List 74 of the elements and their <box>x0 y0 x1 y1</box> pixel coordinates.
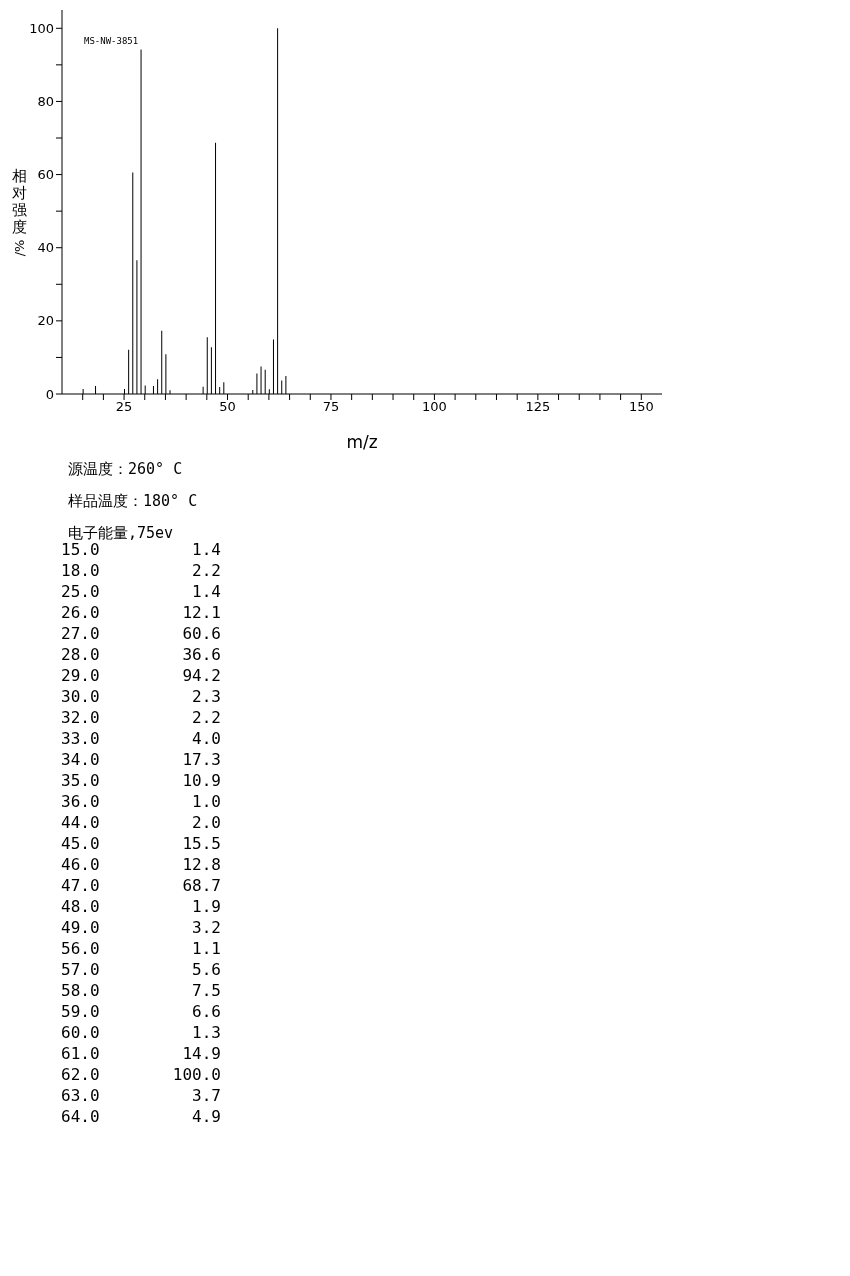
text: 5.6 <box>192 960 221 979</box>
text: 94.2 <box>182 666 221 685</box>
category-label: 63.0 <box>61 1086 101 1107</box>
text: 6.6 <box>192 1002 221 1021</box>
category-label: 25.0 <box>61 582 101 603</box>
text: 2.2 <box>192 561 221 580</box>
text: 36.6 <box>182 645 221 664</box>
text: 2.3 <box>192 687 221 706</box>
text: 68.7 <box>182 876 221 895</box>
x-tick-label: 125 <box>525 399 551 415</box>
text: 1.1 <box>192 939 221 958</box>
text: 12.8 <box>182 855 221 874</box>
annotation: MS-NW-3851 <box>84 36 139 46</box>
category-label: 59.0 <box>61 1002 101 1023</box>
text: 60.6 <box>182 624 221 643</box>
y-tick-label: 80 <box>37 94 54 110</box>
y-tick-label: 20 <box>37 313 54 329</box>
text: 15.5 <box>182 834 221 853</box>
category-label: 34.0 <box>61 750 101 771</box>
category-label: 45.0 <box>61 834 101 855</box>
text: 4.0 <box>192 729 221 748</box>
category-label: 30.0 <box>61 687 101 708</box>
y-axis-title: 相对强度/% <box>10 167 28 257</box>
category-label: 60.0 <box>61 1023 101 1044</box>
category-label: 32.0 <box>61 708 101 729</box>
category-label: 44.0 <box>61 813 101 834</box>
x-tick-label: 150 <box>628 399 654 415</box>
category-label: 36.0 <box>61 792 101 813</box>
text: 3.7 <box>192 1086 221 1105</box>
text: 17.3 <box>182 750 221 769</box>
category-label: 18.0 <box>61 561 101 582</box>
category-label: 48.0 <box>61 897 101 918</box>
category-label: 33.0 <box>61 729 101 750</box>
text: 电子能量,75ev <box>68 524 174 542</box>
x-axis-title: m/z <box>346 432 378 452</box>
category-label: 27.0 <box>61 624 101 645</box>
category-label: 15.0 <box>61 540 101 561</box>
category-label: 28.0 <box>61 645 101 666</box>
category-label: 49.0 <box>61 918 101 939</box>
text: 1.0 <box>192 792 221 811</box>
category-label: 29.0 <box>61 666 101 687</box>
category-label: 47.0 <box>61 876 101 897</box>
text: 1.3 <box>192 1023 221 1042</box>
text: 1.4 <box>192 540 221 559</box>
category-label: 62.0 <box>61 1065 101 1086</box>
text: 12.1 <box>182 603 221 622</box>
category-label: 57.0 <box>61 960 101 981</box>
category-label: 26.0 <box>61 603 101 624</box>
text: 14.9 <box>182 1044 221 1063</box>
text: 源温度：260° C <box>68 459 184 480</box>
text: 1.9 <box>192 897 221 916</box>
text: 10.9 <box>182 771 221 790</box>
y-tick-label: 100 <box>29 20 54 36</box>
text: 7.5 <box>192 981 221 1000</box>
x-tick-label: 100 <box>422 399 447 415</box>
category-label: 46.0 <box>61 855 101 876</box>
text: 2.2 <box>192 708 221 727</box>
y-tick-label: 0 <box>45 386 54 402</box>
text: 样品温度：180° C <box>68 491 199 512</box>
x-tick-label: 50 <box>219 399 236 415</box>
text: 100.0 <box>172 1065 221 1084</box>
text: 4.9 <box>192 1107 221 1126</box>
y-tick-label: 60 <box>37 167 54 183</box>
text: 1.4 <box>192 582 221 601</box>
text: 2.0 <box>192 813 221 832</box>
category-label: 58.0 <box>61 981 101 1002</box>
category-label: 56.0 <box>61 939 101 960</box>
x-tick-label: 75 <box>322 399 340 415</box>
category-label: 35.0 <box>61 771 101 792</box>
x-tick-label: 25 <box>115 399 133 415</box>
y-tick-label: 40 <box>37 240 54 256</box>
category-label: 64.0 <box>61 1107 101 1128</box>
text: 3.2 <box>192 918 221 937</box>
category-label: 61.0 <box>61 1044 101 1065</box>
